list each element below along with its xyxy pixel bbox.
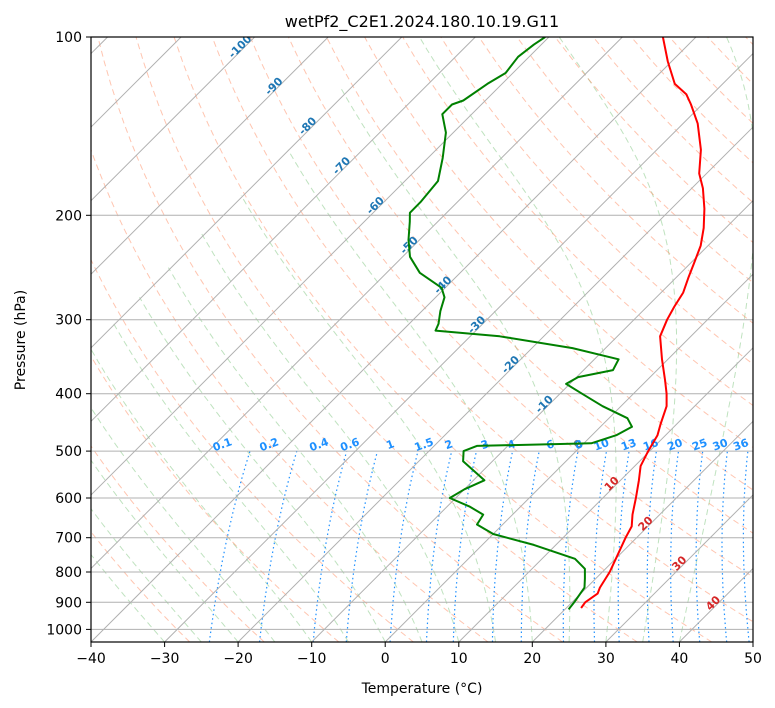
dry-adiabat-line <box>91 445 265 642</box>
dry-adiabat-line <box>249 37 753 578</box>
mixing-ratio-line <box>670 451 680 642</box>
mixing-ratio-label: 10 <box>592 436 611 454</box>
moist-adiabat-line <box>201 233 460 642</box>
y-tick-label: 100 <box>55 30 82 46</box>
isotherm-grid-line <box>91 37 329 275</box>
plot-frame <box>90 36 754 643</box>
y-tick-label: 400 <box>55 387 82 403</box>
grid-lines <box>91 37 753 642</box>
mixing-ratio-line <box>742 451 750 642</box>
x-tick-label: 30 <box>597 651 615 667</box>
dry-adiabat-line <box>97 37 563 642</box>
mixing-ratio-line <box>208 450 251 642</box>
isotherm-grid-line <box>164 52 753 642</box>
mixing-ratio-label: 1 <box>384 437 396 452</box>
dewpoint-profile-line <box>407 37 633 611</box>
moist-adiabat-line <box>419 37 617 642</box>
x-tick-label: −30 <box>150 651 180 667</box>
dry-adiabat-line <box>326 37 753 491</box>
dry-adiabat-line <box>91 355 340 642</box>
profile-series <box>407 37 706 611</box>
moist-adiabat-line <box>139 297 386 642</box>
y-tick-label: 700 <box>55 531 82 547</box>
y-axis-label: Pressure (hPa) <box>13 290 29 390</box>
mixing-ratio-labels: 0.1 0.2 0.4 0.6 1 1.5 2 3 4 6 8 10 13 16 20 25 30 36 <box>211 435 751 454</box>
isotherm-grid-line <box>91 37 697 642</box>
y-tick-label: 300 <box>55 313 82 329</box>
x-tick-label: 40 <box>670 651 688 667</box>
y-tick-label: 800 <box>55 565 82 581</box>
moist-adiabat-line <box>91 553 165 642</box>
isotherm-grid-line <box>91 37 403 349</box>
y-tick-label: 500 <box>55 444 82 460</box>
mixing-ratio-line <box>389 450 419 642</box>
moist-adiabat-line <box>678 37 753 642</box>
mixing-ratio-label: 1.5 <box>413 435 436 454</box>
x-tick-label: −10 <box>297 651 327 667</box>
isotherm-grid-line <box>384 273 753 642</box>
mixing-ratio-label: 8 <box>573 437 585 452</box>
mixing-ratio-line <box>345 450 379 642</box>
mixing-ratio-label: 13 <box>619 436 638 453</box>
x-tick-label: 50 <box>744 651 762 667</box>
dry-adiabat-line <box>91 258 414 642</box>
mixing-ratio-line <box>425 450 453 642</box>
dry-adiabat-line <box>173 37 713 642</box>
isotherm-grid-line <box>531 420 753 642</box>
dry-adiabat-line <box>287 37 753 534</box>
isotherm-grid-line <box>311 199 753 642</box>
moist-adiabat-line <box>287 149 533 642</box>
mixing-ratio-label: 0.4 <box>308 435 331 454</box>
mixing-ratio-label: 20 <box>666 436 685 454</box>
y-axis-ticks: 100 200 300 400 500 600 700 800 900 1000 <box>46 30 91 638</box>
mixing-ratio-label: 2 <box>443 437 455 452</box>
isotherm-grid-line <box>91 37 550 496</box>
isotherm-grid-line <box>458 347 753 642</box>
chart-title: wetPf2_C2E1.2024.180.10.19.G11 <box>285 12 559 32</box>
temperature-profile-line <box>580 37 706 609</box>
plot-background <box>91 37 753 642</box>
mixing-ratio-line <box>695 451 704 642</box>
y-tick-label: 900 <box>55 595 82 611</box>
mixing-ratio-line <box>520 450 540 642</box>
x-tick-label: 10 <box>450 651 468 667</box>
moist-adiabat-line <box>113 323 349 642</box>
y-tick-label: 1000 <box>46 622 82 638</box>
moist-adiabat-line <box>167 267 423 642</box>
mixing-ratio-line <box>593 450 608 642</box>
moist-adiabat-line <box>91 348 313 642</box>
isotherm-grid-line <box>237 126 753 642</box>
mixing-ratio-label: 25 <box>690 436 709 453</box>
mixing-ratio-line <box>562 450 579 642</box>
mixing-ratio-label: 0.1 <box>211 435 234 454</box>
x-axis-ticks: −40 −30 −20 −10 0 10 20 30 40 50 <box>76 642 762 667</box>
mixing-ratio-label: 0.6 <box>338 435 361 454</box>
mixing-ratio-line <box>646 451 657 642</box>
moist-adiabat-line <box>240 195 497 642</box>
moist-adiabat-line <box>341 88 571 642</box>
moist-adiabat-line <box>91 507 202 642</box>
mixing-ratio-line <box>491 450 514 642</box>
x-tick-label: 0 <box>381 651 390 667</box>
mixing-ratio-line <box>312 450 348 642</box>
x-tick-label: −20 <box>223 651 253 667</box>
y-tick-label: 600 <box>55 491 82 507</box>
mixing-ratio-line <box>721 451 728 642</box>
x-tick-label: 20 <box>523 651 541 667</box>
mixing-ratio-label: 30 <box>711 436 730 454</box>
mixing-ratio-line <box>617 451 630 642</box>
mixing-ratio-label: 36 <box>731 436 750 454</box>
mixing-ratio-line <box>452 450 478 642</box>
dry-adiabat-line <box>211 37 753 623</box>
moist-adiabat-line <box>91 406 276 642</box>
x-tick-label: −40 <box>76 651 106 667</box>
isotherm-grid-line <box>605 494 753 642</box>
isotherm-grid-line <box>91 37 623 570</box>
x-axis-label: Temperature (°C) <box>361 681 483 697</box>
y-tick-label: 200 <box>55 208 82 224</box>
isotherm-grid-line <box>91 37 256 202</box>
mixing-ratio-label: 0.2 <box>258 435 281 454</box>
isotherm-grid-line <box>91 37 476 423</box>
